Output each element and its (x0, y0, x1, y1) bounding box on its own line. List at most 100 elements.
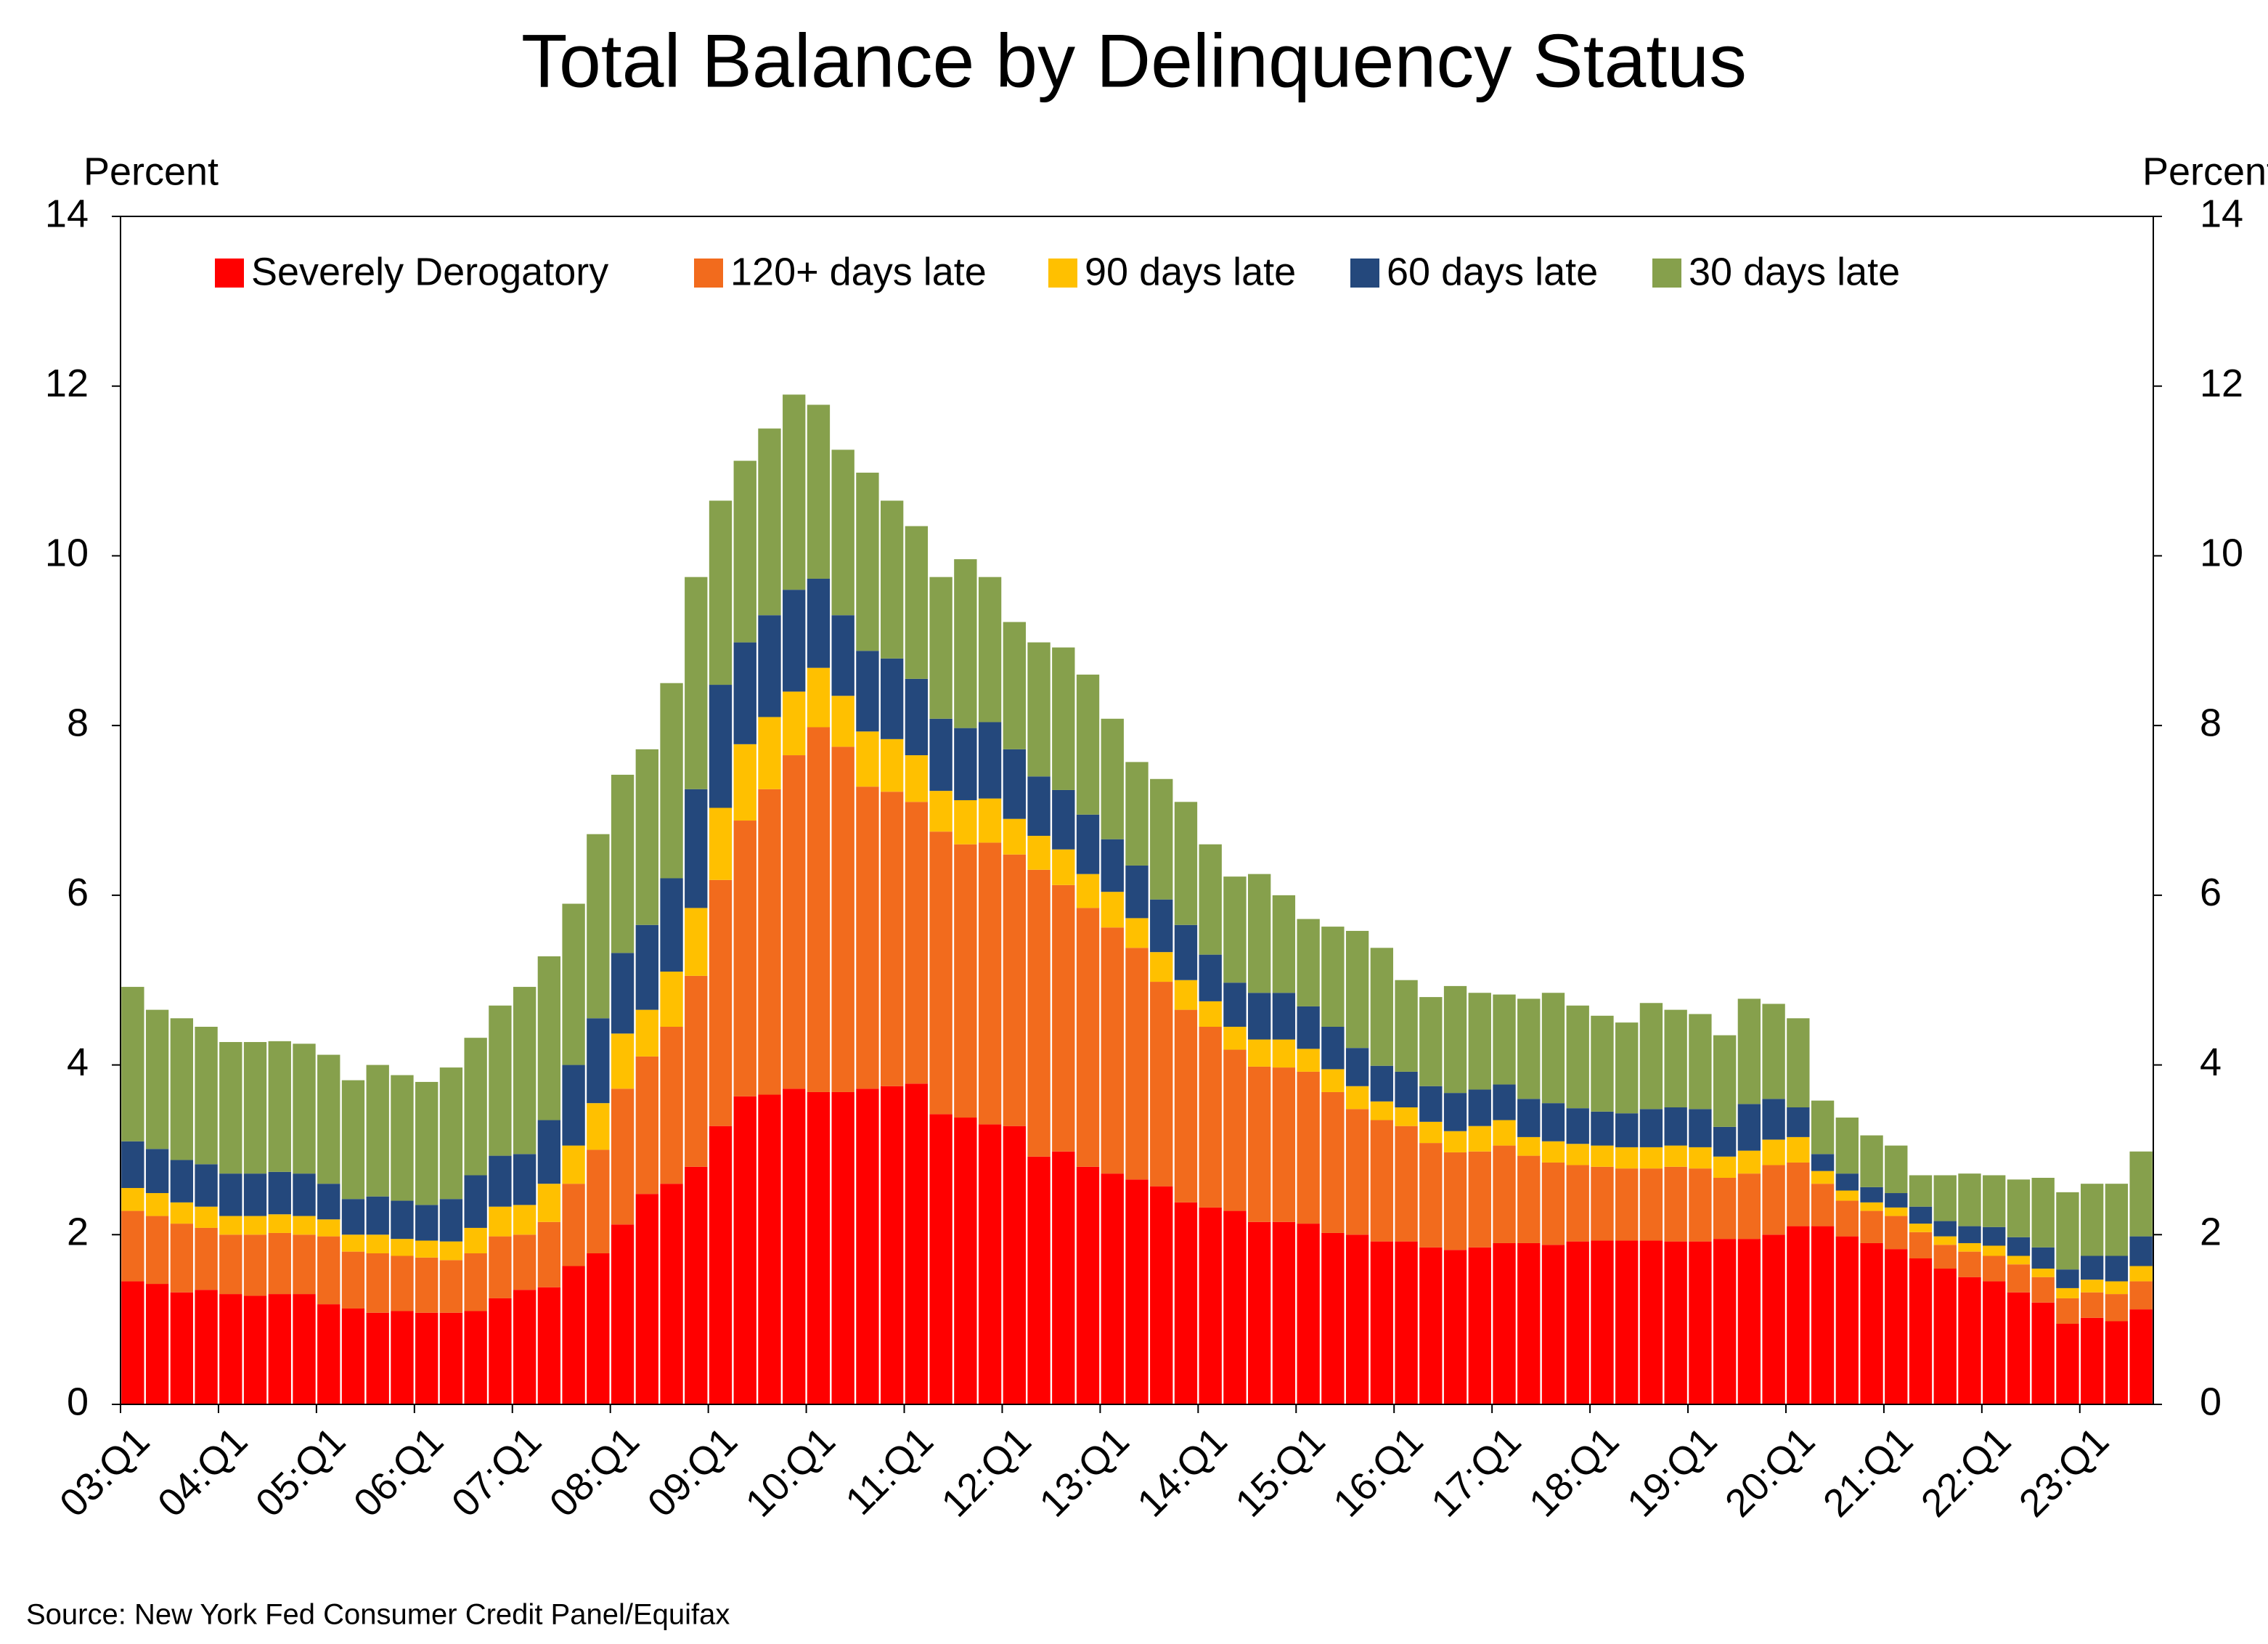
bar-segment (562, 1184, 585, 1266)
bar-segment (1223, 1026, 1247, 1050)
legend-swatch (1652, 259, 1681, 288)
bar-segment (1591, 1015, 1614, 1112)
bar-segment (2129, 1281, 2153, 1310)
y2-tick-label: 2 (2200, 1210, 2222, 1254)
bar-segment (733, 642, 756, 744)
bar-segment (489, 1155, 512, 1207)
bar-segment (1762, 1099, 1785, 1140)
bar-segment (709, 807, 733, 880)
bar-segment (2007, 1256, 2031, 1265)
bar-segment (1933, 1175, 1957, 1221)
bar-segment (1443, 1152, 1467, 1250)
bar-segment (1052, 647, 1075, 790)
bar-segment (415, 1240, 438, 1258)
bar-segment (415, 1081, 438, 1205)
y-tick-label: 8 (67, 701, 89, 744)
legend-swatch (694, 259, 723, 288)
bar-segment (293, 1043, 316, 1174)
bar-segment (1125, 865, 1149, 919)
bar-segment (268, 1232, 291, 1295)
bar-segment (145, 1284, 169, 1404)
bar-segment (1443, 1250, 1467, 1404)
bar-segment (2007, 1292, 2031, 1404)
bar-segment (2031, 1177, 2055, 1248)
bar-segment (905, 1083, 929, 1404)
bar-segment (587, 834, 610, 1019)
bar-segment (1835, 1118, 1859, 1174)
bar-segment (489, 1236, 512, 1298)
bar-segment (1272, 993, 1296, 1040)
bar-segment (685, 789, 708, 908)
bar-segment (831, 615, 854, 696)
bar-segment (1933, 1236, 1957, 1245)
bar-segment (1101, 892, 1124, 928)
bar-segment (243, 1295, 267, 1404)
bar-segment (317, 1236, 340, 1305)
bar-segment (660, 1026, 683, 1184)
bar-segment (1541, 1245, 1565, 1404)
bar-segment (685, 908, 708, 976)
bar-segment (1223, 876, 1247, 983)
bar-segment (1003, 1126, 1026, 1404)
bar-segment (1566, 1108, 1589, 1144)
bar-segment (2056, 1269, 2079, 1288)
bar-segment (856, 731, 879, 787)
y-tick-label: 6 (67, 871, 89, 914)
legend-label: 60 days late (1387, 250, 1598, 293)
bar-segment (1272, 1221, 1296, 1404)
bar-segment (366, 1312, 389, 1404)
y-tick-label: 4 (67, 1041, 89, 1084)
bar-segment (293, 1294, 316, 1404)
bar-segment (1150, 899, 1173, 953)
bar-segment (880, 1086, 904, 1404)
bar-segment (2007, 1237, 2031, 1256)
bar-segment (268, 1214, 291, 1233)
bar-segment (219, 1042, 242, 1174)
bar-segment (391, 1075, 414, 1201)
bar-segment (1737, 998, 1761, 1104)
bar-segment (1713, 1126, 1737, 1157)
bar-segment (1125, 918, 1149, 948)
bar-segment (513, 1290, 537, 1404)
bar-segment (195, 1164, 218, 1207)
bar-segment (1321, 1091, 1345, 1233)
bar-segment (1787, 1136, 1810, 1163)
bar-segment (1027, 836, 1051, 870)
bar-segment (1174, 1009, 1198, 1203)
bar-segment (1639, 1109, 1663, 1147)
bar-segment (1591, 1111, 1614, 1146)
bar-segment (1395, 1126, 1418, 1242)
bar-segment (2031, 1277, 2055, 1303)
bar-segment (341, 1080, 365, 1200)
bar-segment (1321, 1232, 1345, 1404)
bar-segment (1983, 1245, 2006, 1256)
bar-segment (856, 1088, 879, 1404)
bar-segment (1468, 1247, 1491, 1404)
bar-segment (1076, 814, 1100, 874)
bar-segment (758, 1094, 781, 1404)
y-tick-label: 2 (67, 1210, 89, 1254)
bar-segment (366, 1234, 389, 1253)
bar-segment (635, 924, 658, 1010)
bar-segment (1027, 1156, 1051, 1404)
bar-segment (562, 1266, 585, 1404)
bar-segment (1639, 1003, 1663, 1110)
bar-segment (170, 1202, 194, 1224)
bar-segment (2105, 1256, 2129, 1282)
bar-segment (1493, 1120, 1516, 1146)
bar-segment (1370, 1101, 1394, 1120)
bar-segment (2105, 1321, 2129, 1404)
bar-segment (1689, 1168, 1712, 1242)
bar-segment (1027, 776, 1051, 837)
bar-segment (685, 577, 708, 789)
bar-segment (562, 1145, 585, 1184)
bar-segment (2080, 1184, 2104, 1256)
bar-segment (1468, 1151, 1491, 1248)
bar-segment (2129, 1236, 2153, 1266)
bar-segment (1003, 622, 1026, 749)
bar-segment (464, 1175, 487, 1228)
bar-segment (195, 1206, 218, 1228)
bar-segment (1811, 1184, 1835, 1226)
bar-segment (1541, 1162, 1565, 1245)
bar-segment (489, 1298, 512, 1404)
